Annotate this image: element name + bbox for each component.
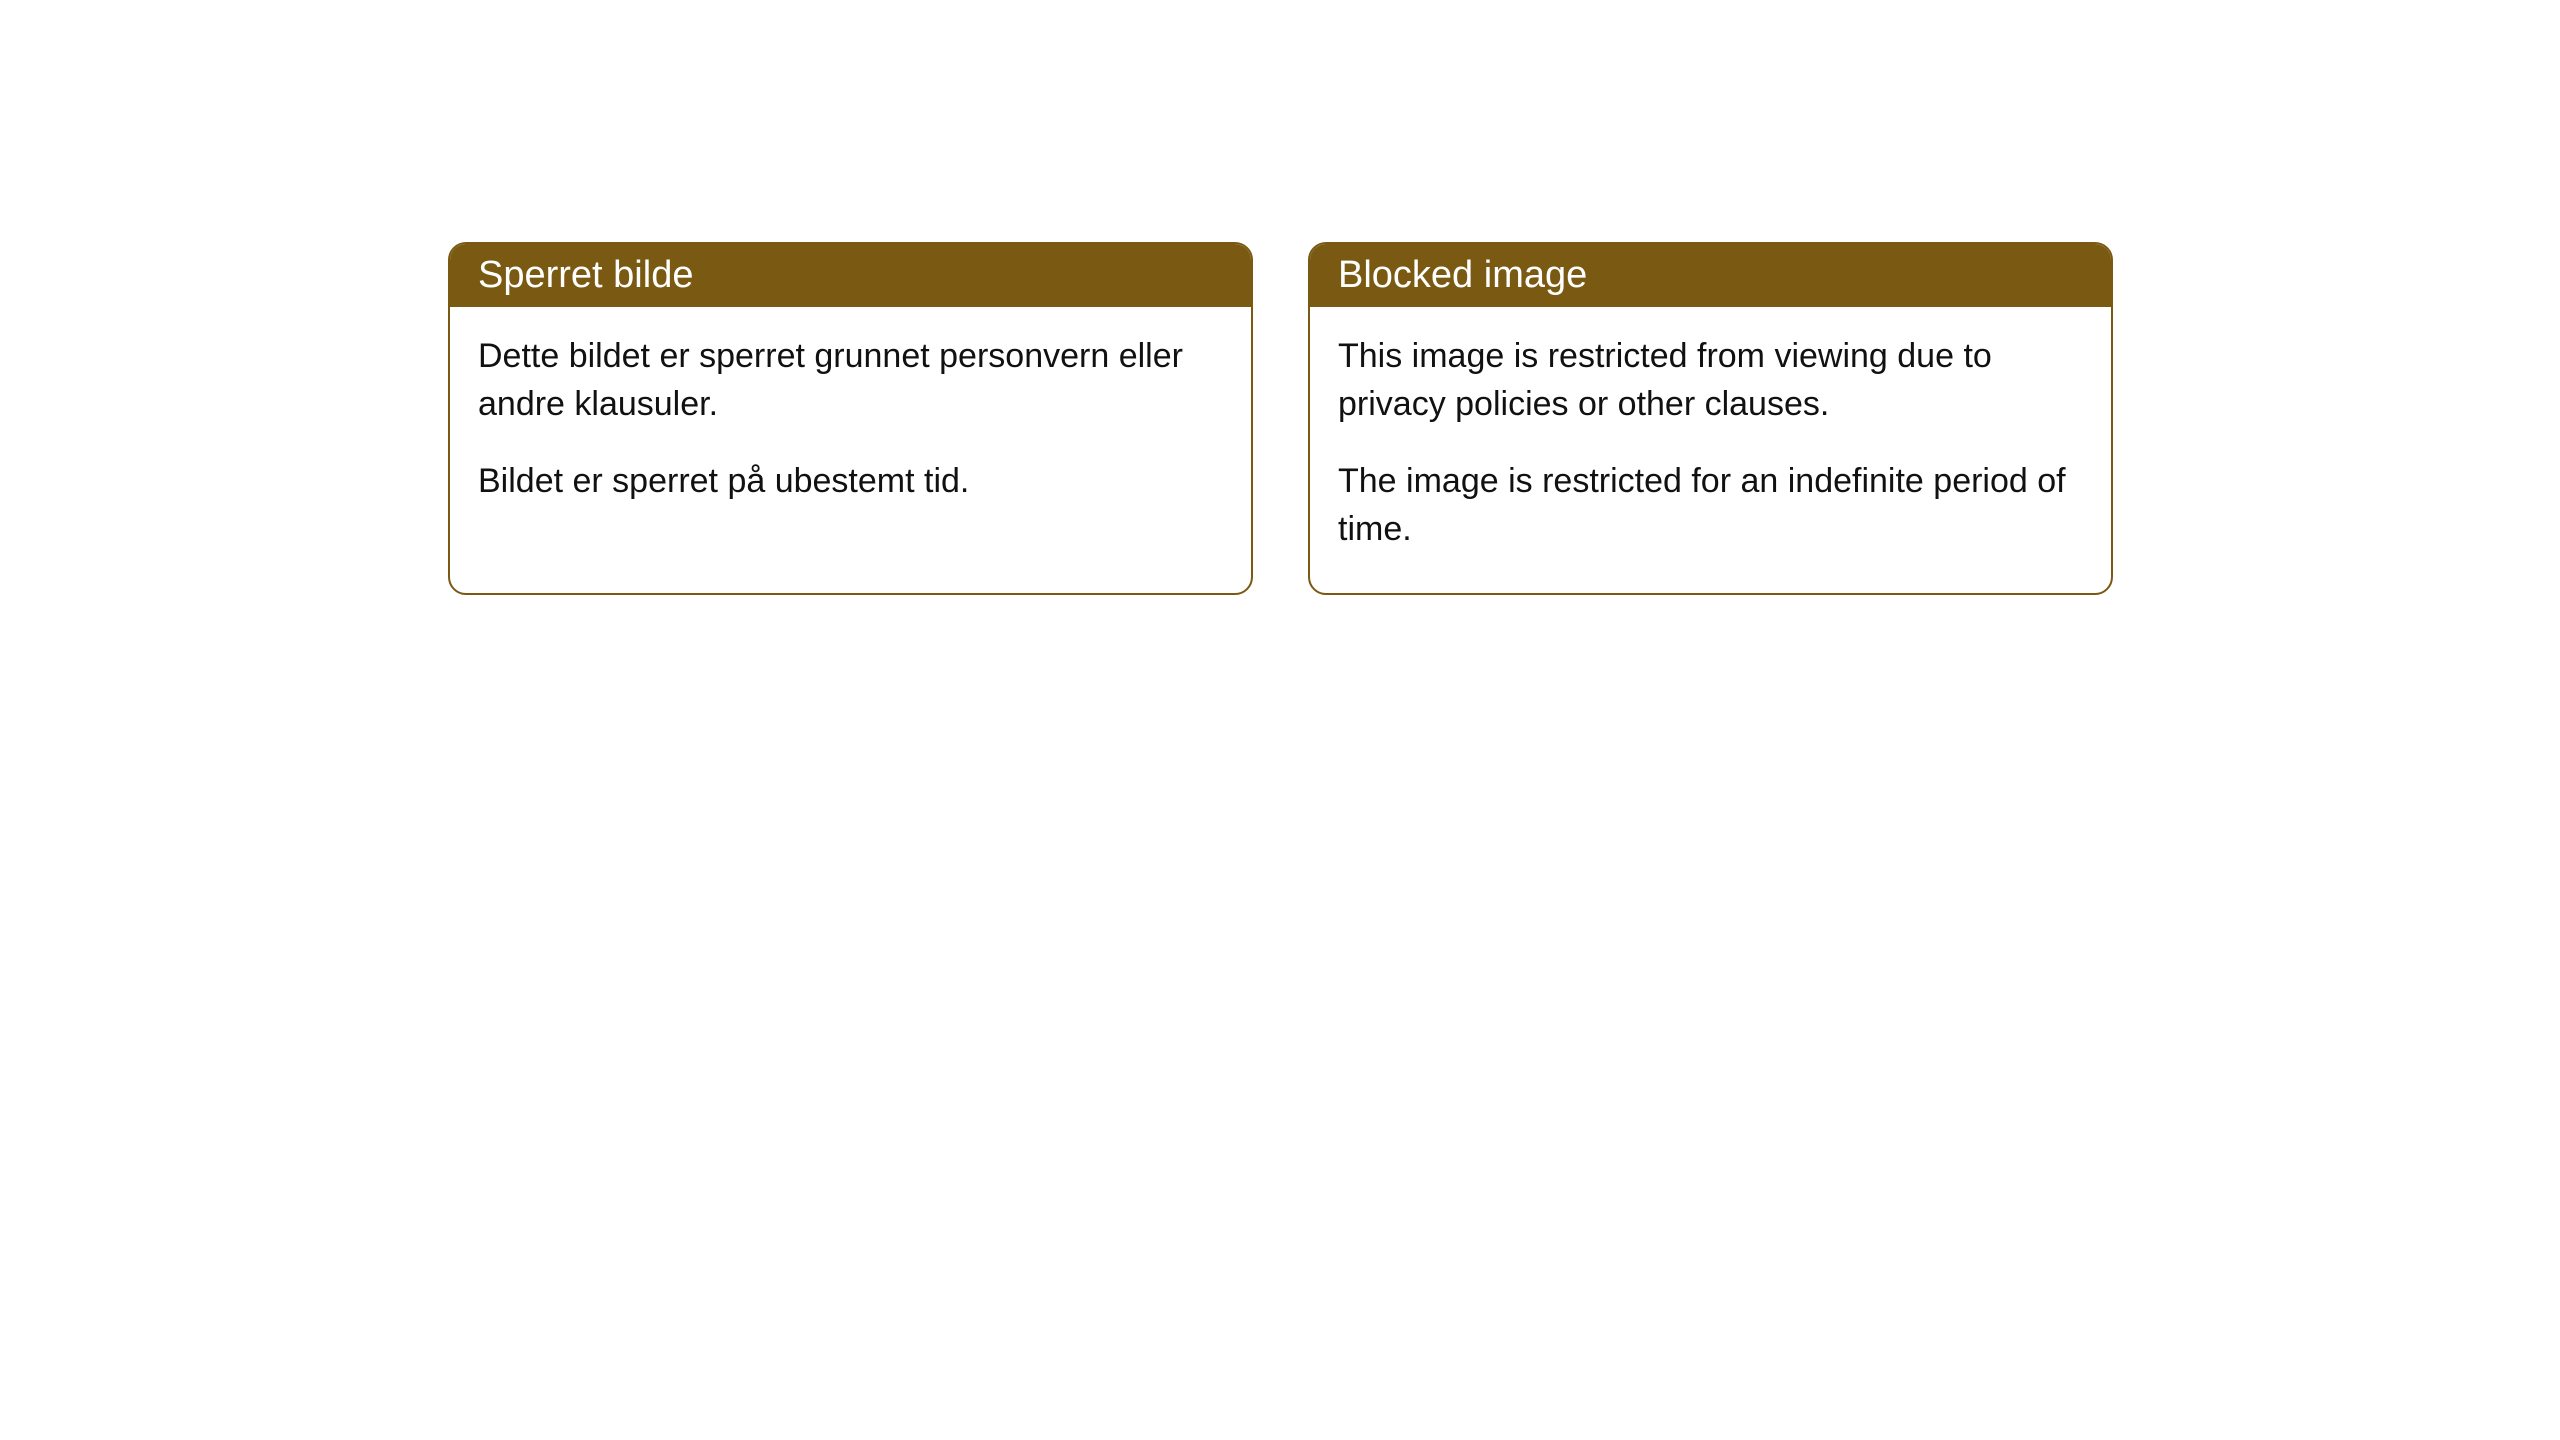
notice-cards-container: Sperret bilde Dette bildet er sperret gr… (448, 242, 2113, 595)
notice-card-english: Blocked image This image is restricted f… (1308, 242, 2113, 595)
card-body-english: This image is restricted from viewing du… (1310, 307, 2111, 593)
card-title-english: Blocked image (1338, 254, 1587, 296)
card-header-english: Blocked image (1310, 244, 2111, 307)
card-paragraph-2-norwegian: Bildet er sperret på ubestemt tid. (478, 458, 1223, 506)
card-paragraph-1-english: This image is restricted from viewing du… (1338, 333, 2083, 428)
card-header-norwegian: Sperret bilde (450, 244, 1251, 307)
card-title-norwegian: Sperret bilde (478, 254, 693, 296)
card-body-norwegian: Dette bildet er sperret grunnet personve… (450, 307, 1251, 546)
card-paragraph-1-norwegian: Dette bildet er sperret grunnet personve… (478, 333, 1223, 428)
notice-card-norwegian: Sperret bilde Dette bildet er sperret gr… (448, 242, 1253, 595)
card-paragraph-2-english: The image is restricted for an indefinit… (1338, 458, 2083, 553)
